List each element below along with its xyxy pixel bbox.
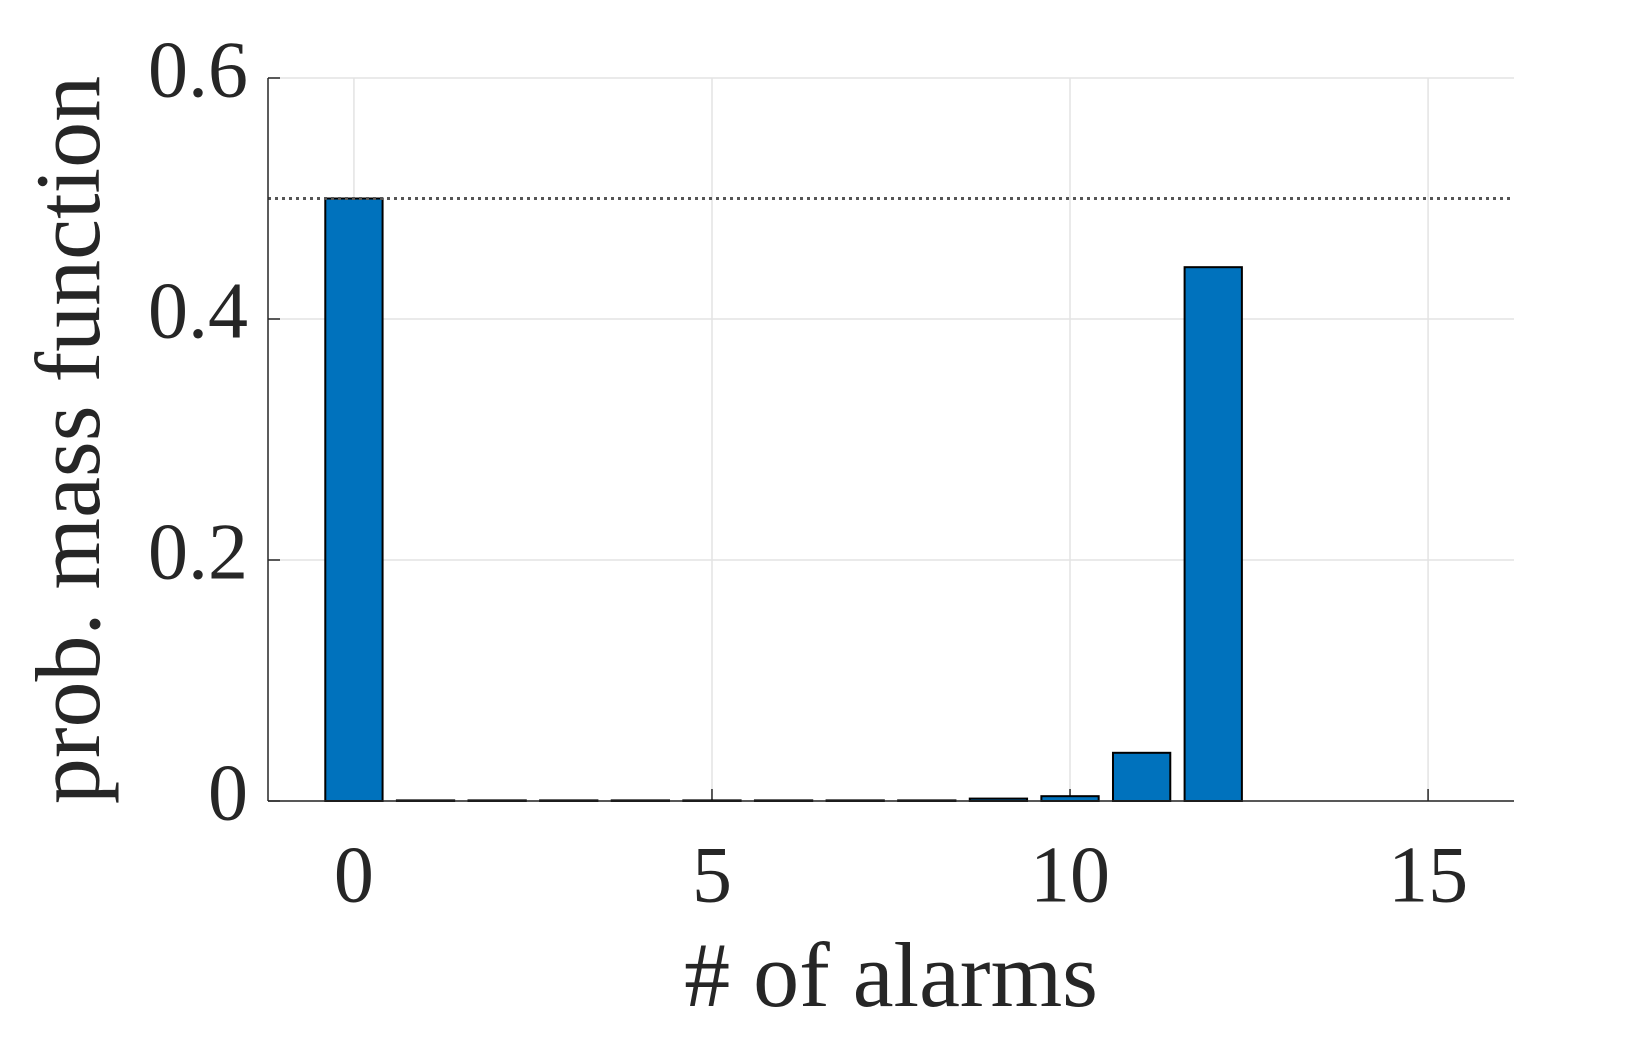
y-axis-label: prob. mass function bbox=[17, 76, 119, 804]
y-tick-label: 0 bbox=[208, 749, 248, 837]
y-tick-label: 0.6 bbox=[148, 26, 248, 114]
x-axis-label: # of alarms bbox=[684, 924, 1098, 1026]
x-tick-label: 5 bbox=[692, 831, 732, 919]
bar bbox=[1183, 266, 1243, 802]
bar bbox=[324, 197, 384, 802]
y-tick-label: 0.4 bbox=[148, 267, 248, 355]
x-tick-label: 15 bbox=[1388, 831, 1468, 919]
x-tick-label: 10 bbox=[1030, 831, 1110, 919]
y-tick-label: 0.2 bbox=[148, 508, 248, 596]
x-tick-label: 0 bbox=[334, 831, 374, 919]
bar bbox=[1111, 751, 1172, 802]
